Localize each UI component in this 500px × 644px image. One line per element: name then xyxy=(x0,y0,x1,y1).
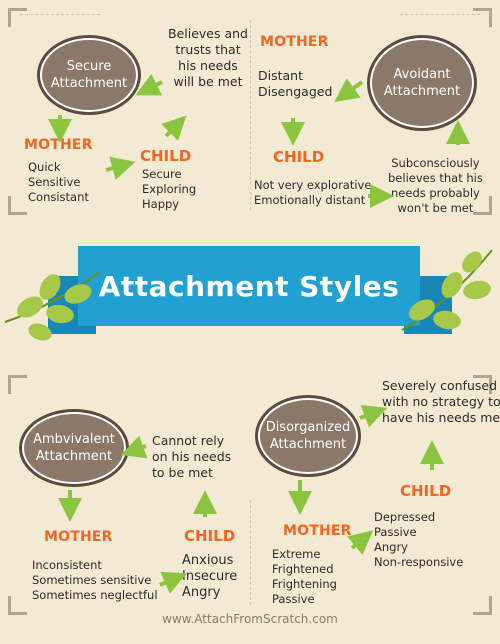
disorganized-attachment-label: Disorganized Attachment xyxy=(265,420,351,452)
avoidant-mother-label: MOTHER xyxy=(260,34,329,50)
ambivalent-child-traits: Anxious Insecure Angry xyxy=(182,553,238,600)
arrow-icon xyxy=(359,404,388,428)
frame-corner xyxy=(8,375,27,394)
title-banner: Attachment Styles xyxy=(78,246,420,326)
arrow-icon xyxy=(334,78,364,103)
avoidant-belief-text: Subconsciously believes that his needs p… xyxy=(388,156,483,215)
leaf-branch-right-icon xyxy=(401,249,493,331)
divider-vertical-bottom xyxy=(250,500,251,605)
divider-horizontal xyxy=(20,14,100,15)
arrow-icon xyxy=(159,571,187,594)
secure-mother-label: MOTHER xyxy=(24,137,93,153)
disorganized-child-traits: Depressed Passive Angry Non-responsive xyxy=(374,510,464,569)
leaf-branch-left-icon xyxy=(4,271,101,341)
frame-corner xyxy=(8,8,27,27)
ambivalent-attachment-label: Ambvivalent Attachment xyxy=(33,432,115,464)
disorganized-mother-traits: Extreme Frightened Frightening Passive xyxy=(272,547,337,606)
frame-corner xyxy=(473,596,492,615)
secure-child-label: CHILD xyxy=(140,147,192,165)
frame-corner xyxy=(8,596,27,615)
avoidant-attachment-label: Avoidant Attachment xyxy=(383,67,461,99)
disorganized-attachment-circle: Disorganized Attachment xyxy=(258,398,358,474)
arrow-icon xyxy=(135,73,163,96)
arrow-icon xyxy=(347,530,374,555)
divider-horizontal xyxy=(400,14,480,15)
secure-child-traits: Secure Exploring Happy xyxy=(142,167,197,211)
secure-mother-traits: Quick Sensitive Consistant xyxy=(28,160,89,204)
avoidant-mother-traits: Distant Disengaged xyxy=(258,68,333,99)
disorganized-mother-label: MOTHER xyxy=(283,523,352,539)
page-title: Attachment Styles xyxy=(98,269,400,303)
disorganized-child-label: CHILD xyxy=(400,482,452,500)
ambivalent-attachment-circle: Ambvivalent Attachment xyxy=(22,412,126,484)
avoidant-attachment-circle: Avoidant Attachment xyxy=(370,38,474,128)
arrow-icon xyxy=(120,435,148,459)
frame-corner xyxy=(8,196,27,215)
divider-vertical-top xyxy=(250,20,251,210)
frame-corner xyxy=(473,375,492,394)
footer-url: www.AttachFromScratch.com xyxy=(162,612,338,626)
frame-corner xyxy=(473,8,492,27)
avoidant-child-traits: Not very explorative Emotionally distant xyxy=(254,178,372,207)
ambivalent-child-label: CHILD xyxy=(184,527,236,545)
disorganized-belief-text: Severely confused with no strategy to ha… xyxy=(382,378,500,425)
secure-attachment-label: Secure Attachment xyxy=(50,59,128,91)
arrow-icon xyxy=(161,115,187,141)
arrow-icon xyxy=(105,156,136,180)
frame-corner xyxy=(473,196,492,215)
ambivalent-belief-text: Cannot rely on his needs to be met xyxy=(152,433,232,480)
secure-belief-text: Believes and trusts that his needs will … xyxy=(168,26,248,89)
ambivalent-mother-label: MOTHER xyxy=(44,529,113,545)
ambivalent-mother-traits: Inconsistent Sometimes sensitive Sometim… xyxy=(32,558,158,602)
avoidant-child-label: CHILD xyxy=(273,148,325,166)
